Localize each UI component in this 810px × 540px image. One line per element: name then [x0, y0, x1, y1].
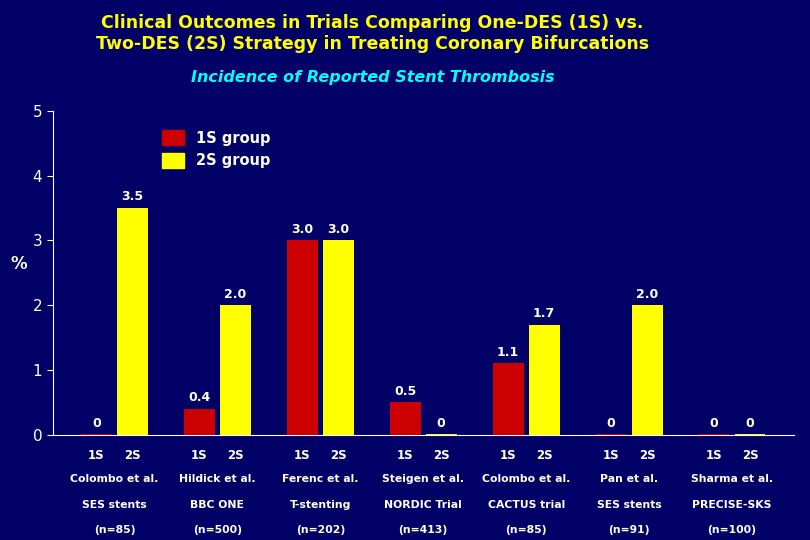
- Text: 0: 0: [437, 417, 446, 430]
- Bar: [529, 325, 560, 435]
- Text: CACTUS trial: CACTUS trial: [488, 500, 565, 510]
- Text: Two-DES (2S) Strategy in Treating Coronary Bifurcations: Two-DES (2S) Strategy in Treating Corona…: [96, 35, 649, 53]
- Bar: [595, 434, 626, 435]
- Bar: [426, 434, 457, 435]
- Text: (n=91): (n=91): [608, 525, 650, 536]
- Bar: [390, 402, 420, 435]
- Text: Incidence of Reported Stent Thrombosis: Incidence of Reported Stent Thrombosis: [191, 70, 554, 85]
- Y-axis label: %: %: [11, 255, 27, 273]
- Text: 1.1: 1.1: [497, 346, 519, 359]
- Text: 1S: 1S: [397, 449, 414, 462]
- Text: Colombo et al.: Colombo et al.: [70, 474, 159, 484]
- Text: (n=85): (n=85): [505, 525, 547, 536]
- Text: 1S: 1S: [500, 449, 517, 462]
- Text: Clinical Outcomes in Trials Comparing One-DES (1S) vs.: Clinical Outcomes in Trials Comparing On…: [101, 14, 644, 31]
- Bar: [492, 363, 523, 435]
- Text: Steigen et al.: Steigen et al.: [382, 474, 464, 484]
- Text: SES stents: SES stents: [597, 500, 662, 510]
- Bar: [698, 434, 730, 435]
- Text: 0: 0: [746, 417, 754, 430]
- Text: Sharma et al.: Sharma et al.: [691, 474, 773, 484]
- Text: (n=500): (n=500): [193, 525, 242, 536]
- Text: 2S: 2S: [330, 449, 347, 462]
- Text: 0: 0: [607, 417, 616, 430]
- Bar: [735, 434, 765, 435]
- Text: 2S: 2S: [124, 449, 141, 462]
- Bar: [632, 305, 663, 435]
- Bar: [220, 305, 251, 435]
- Bar: [184, 409, 215, 435]
- Text: 0: 0: [92, 417, 100, 430]
- Text: 3.0: 3.0: [292, 223, 313, 236]
- Text: 1S: 1S: [294, 449, 310, 462]
- Text: 3.0: 3.0: [327, 223, 349, 236]
- Text: 1S: 1S: [88, 449, 104, 462]
- Text: 0.4: 0.4: [188, 392, 211, 404]
- Text: 0: 0: [710, 417, 718, 430]
- Text: 2.0: 2.0: [224, 288, 246, 301]
- Text: NORDIC Trial: NORDIC Trial: [385, 500, 462, 510]
- Text: 2S: 2S: [536, 449, 552, 462]
- Legend: 1S group, 2S group: 1S group, 2S group: [156, 125, 276, 174]
- Text: (n=413): (n=413): [399, 525, 448, 536]
- Text: BBC ONE: BBC ONE: [190, 500, 245, 510]
- Text: Pan et al.: Pan et al.: [600, 474, 659, 484]
- Text: 1S: 1S: [706, 449, 723, 462]
- Text: 2S: 2S: [227, 449, 244, 462]
- Bar: [117, 208, 148, 435]
- Text: Hildick et al.: Hildick et al.: [179, 474, 256, 484]
- Text: 1.7: 1.7: [533, 307, 556, 320]
- Text: 2S: 2S: [433, 449, 450, 462]
- Text: (n=100): (n=100): [708, 525, 757, 536]
- Text: 2.0: 2.0: [636, 288, 659, 301]
- Text: 1S: 1S: [603, 449, 620, 462]
- Text: Ferenc et al.: Ferenc et al.: [282, 474, 359, 484]
- Text: SES stents: SES stents: [82, 500, 147, 510]
- Text: (n=85): (n=85): [94, 525, 135, 536]
- Bar: [81, 434, 112, 435]
- Text: T-stenting: T-stenting: [290, 500, 351, 510]
- Text: PRECISE-SKS: PRECISE-SKS: [693, 500, 772, 510]
- Text: (n=202): (n=202): [296, 525, 345, 536]
- Text: 1S: 1S: [191, 449, 207, 462]
- Bar: [323, 240, 354, 435]
- Text: 3.5: 3.5: [122, 191, 143, 204]
- Bar: [287, 240, 318, 435]
- Text: 0.5: 0.5: [394, 385, 416, 398]
- Text: Colombo et al.: Colombo et al.: [482, 474, 570, 484]
- Text: 2S: 2S: [639, 449, 655, 462]
- Text: 2S: 2S: [742, 449, 758, 462]
